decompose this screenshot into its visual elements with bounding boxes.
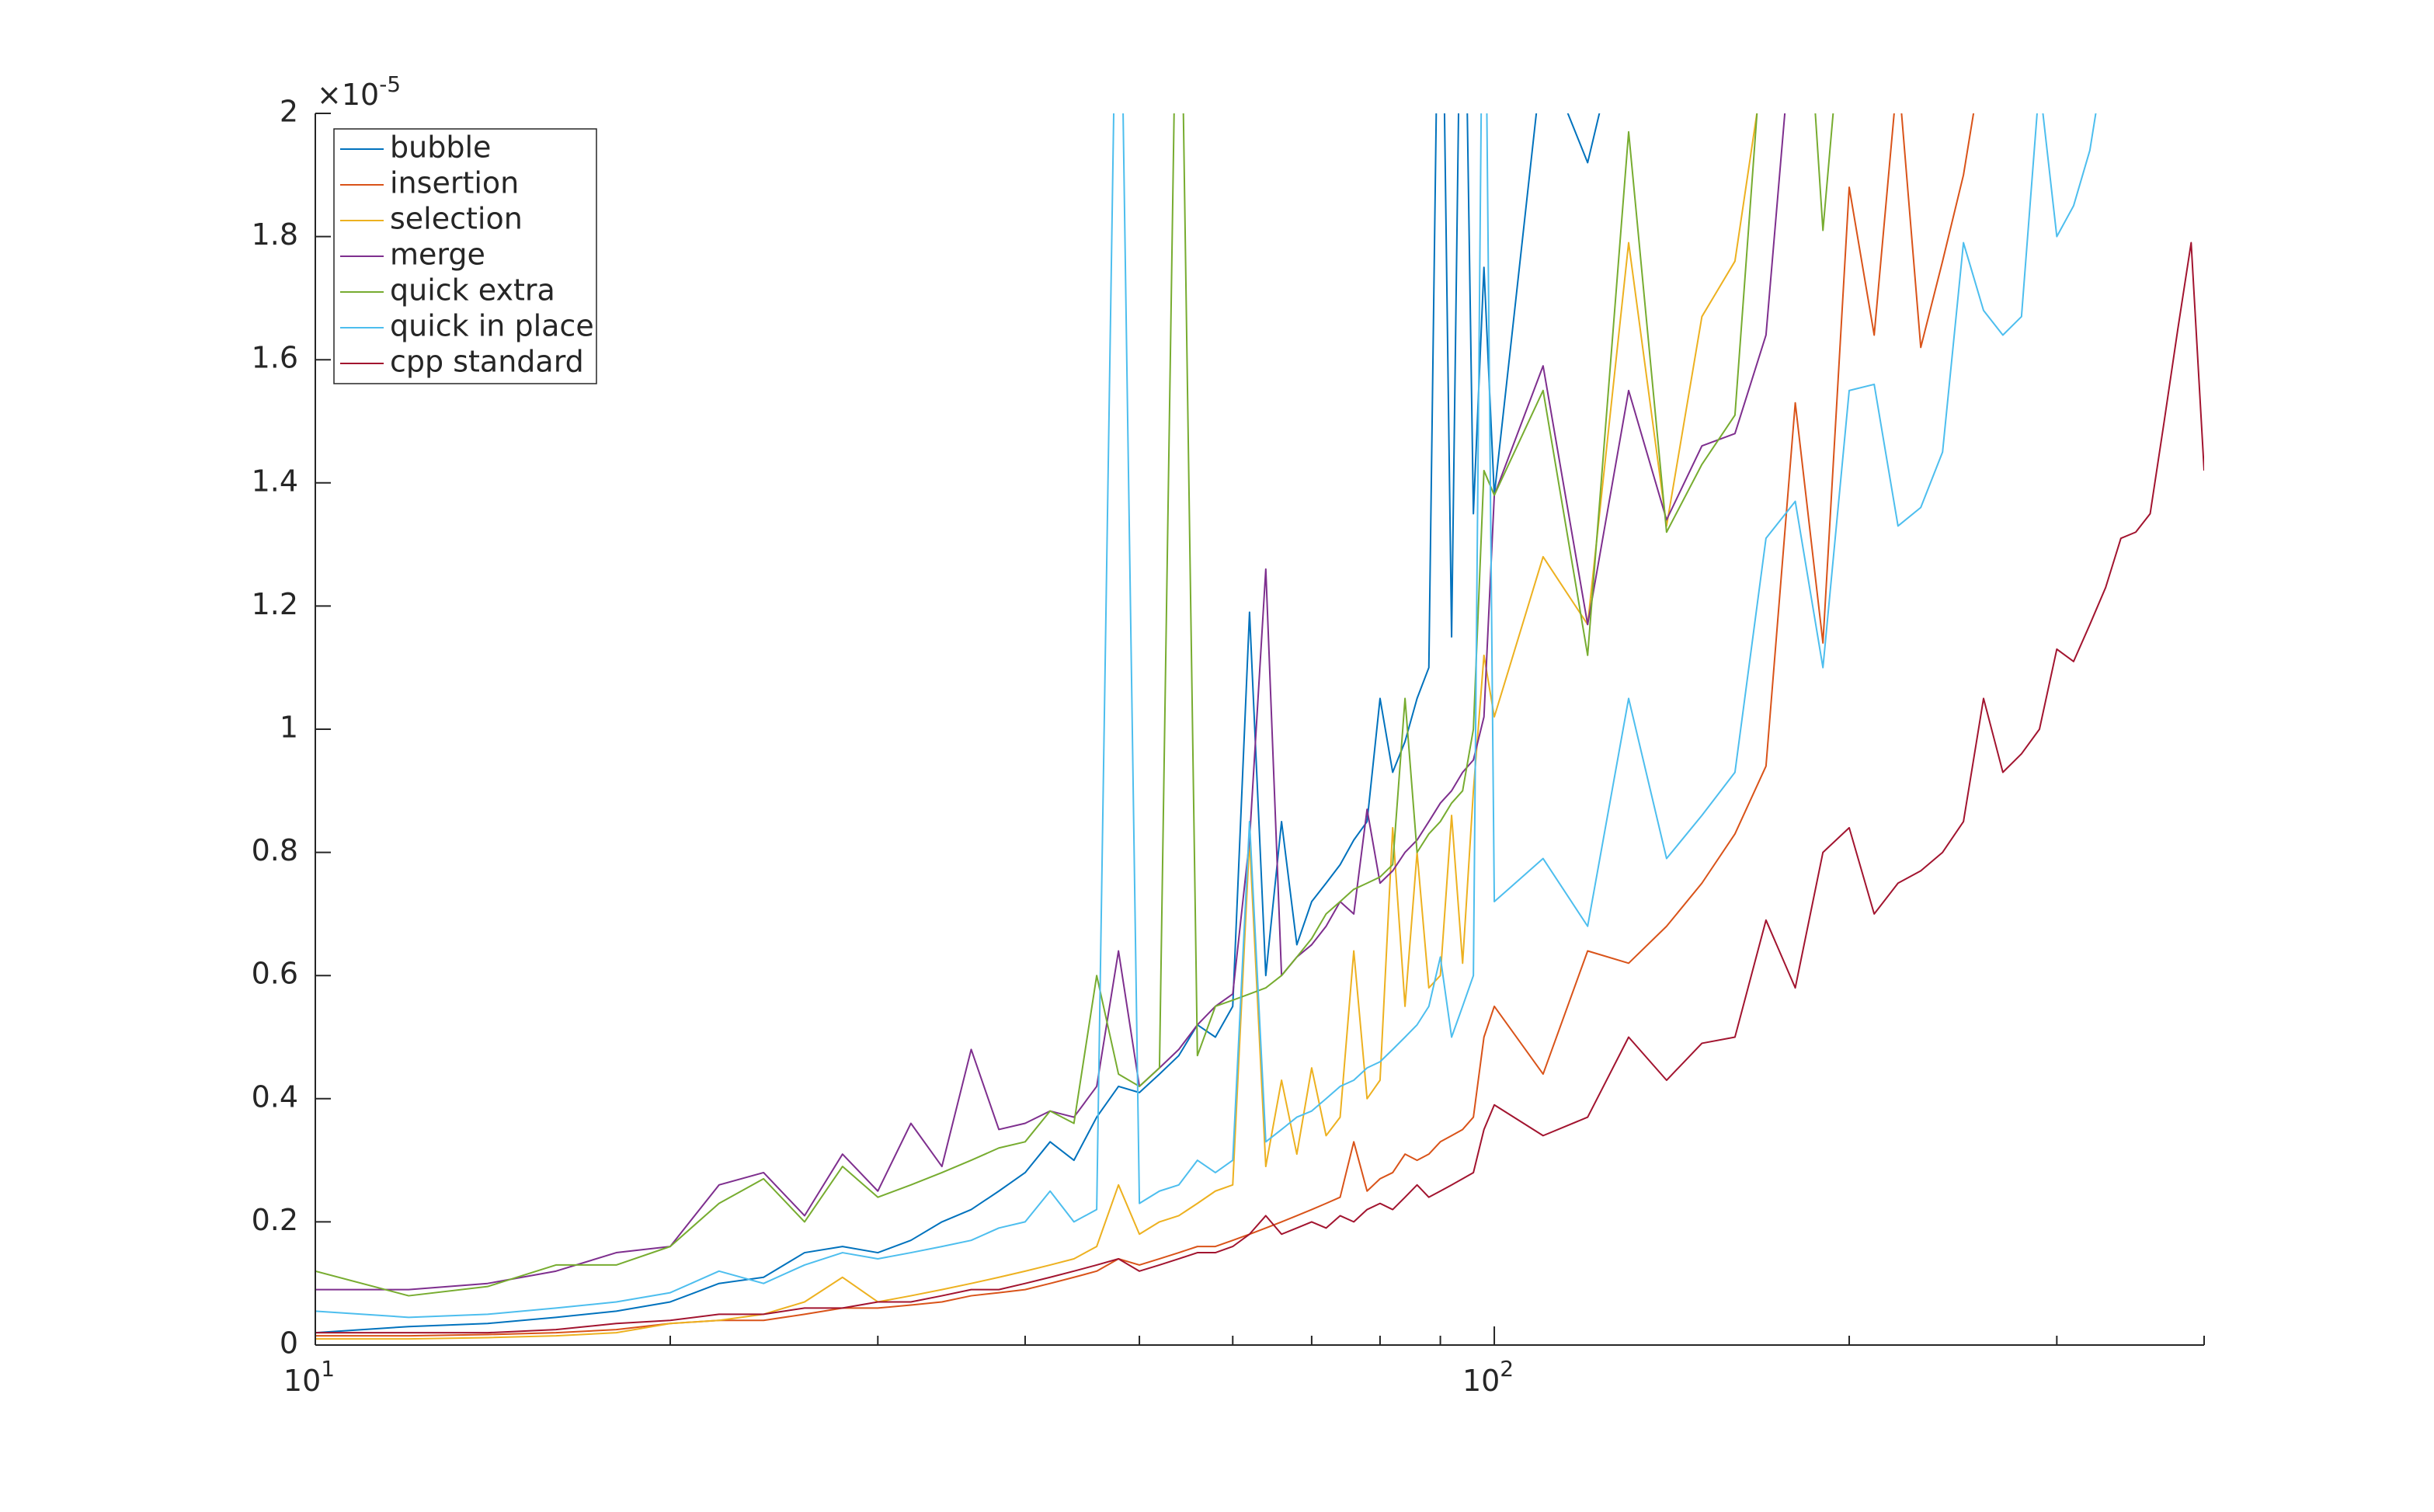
series-line xyxy=(315,113,1786,1291)
x-tick-exponent: 2 xyxy=(1500,1356,1514,1382)
y-tick-label: 0.4 xyxy=(252,1079,298,1114)
multiplier-exponent: -5 xyxy=(379,71,401,97)
y-tick-label: 0 xyxy=(280,1326,298,1361)
plot-area xyxy=(315,113,2204,1340)
x-tick-base: 10 xyxy=(1462,1364,1500,1398)
legend-label: bubble xyxy=(390,130,491,165)
multiplier-base: ×10 xyxy=(317,78,379,112)
y-tick-label: 0.8 xyxy=(252,833,298,867)
legend-label: quick extra xyxy=(390,273,555,308)
series-line xyxy=(315,113,1758,1340)
series-line xyxy=(315,113,1601,1334)
x-tick-label: 101 xyxy=(283,1356,335,1398)
series-line xyxy=(315,113,1834,1297)
y-tick-label: 1 xyxy=(280,711,298,745)
y-tick-label: 1.6 xyxy=(252,341,298,375)
x-tick-exponent: 1 xyxy=(321,1356,335,1382)
x-tick-base: 10 xyxy=(283,1364,321,1398)
legend-label: quick in place xyxy=(390,309,594,343)
legend-label: selection xyxy=(390,202,523,236)
legend-label: cpp standard xyxy=(390,345,584,379)
y-tick-label: 2 xyxy=(280,95,298,129)
x-tick-label: 102 xyxy=(1462,1356,1514,1398)
y-tick-label: 1.8 xyxy=(252,217,298,252)
series-line xyxy=(315,113,2097,1319)
y-multiplier: ×10-5 xyxy=(317,71,401,112)
legend-label: insertion xyxy=(390,166,519,200)
series-line xyxy=(315,113,1975,1337)
y-tick-label: 0.2 xyxy=(252,1203,298,1237)
y-tick-label: 1.2 xyxy=(252,587,298,621)
legend-label: merge xyxy=(390,238,485,272)
y-tick-label: 0.6 xyxy=(252,957,298,991)
series-line xyxy=(315,242,2204,1334)
y-tick-label: 1.4 xyxy=(252,464,298,498)
